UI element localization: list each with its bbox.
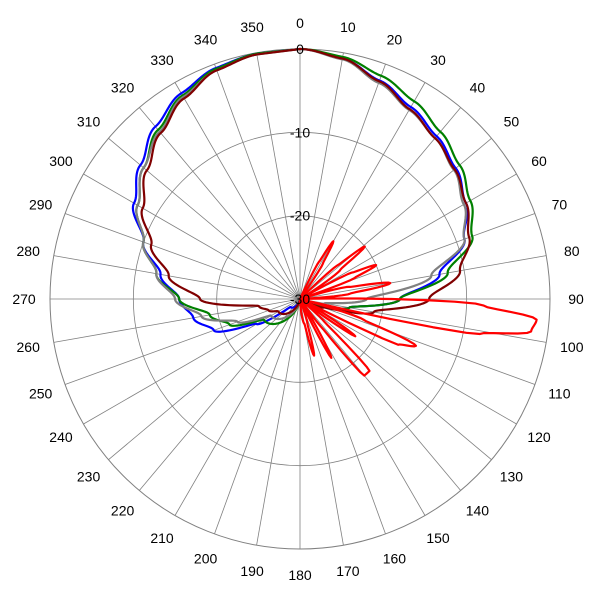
grid-spoke [299, 298, 517, 425]
angle-tick-label: 220 [111, 502, 135, 518]
angle-tick-label: 290 [29, 197, 53, 213]
grid-spoke [214, 63, 301, 300]
angle-tick-label: 250 [29, 385, 53, 401]
grid-spoke [214, 298, 301, 535]
grid-spoke [53, 255, 301, 300]
grid-ring [132, 131, 468, 467]
radial-tick-label: -10 [290, 124, 310, 140]
angle-tick-label: 260 [17, 339, 41, 355]
radial-tick-label: -20 [290, 208, 310, 224]
angle-tick-label: 80 [564, 243, 580, 259]
radial-tick-labels: 0 -10 -20 -30 [290, 41, 310, 307]
grid-spoke [299, 255, 547, 300]
grid-spoke [299, 173, 517, 300]
angle-tick-label: 70 [552, 197, 568, 213]
angle-tick-label: 10 [340, 19, 356, 35]
angle-tick-label: 20 [387, 32, 403, 48]
angle-tick-label: 130 [500, 468, 524, 484]
angle-tick-label: 210 [150, 530, 174, 546]
angle-tick-label: 60 [531, 153, 547, 169]
series-layer [131, 47, 538, 377]
angle-tick-label: 190 [240, 563, 264, 579]
grid-spoke [299, 298, 386, 535]
angle-tick-label: 140 [466, 502, 490, 518]
grid-spoke [299, 298, 462, 491]
angle-tick-label: 310 [77, 114, 101, 130]
angle-tick-label: 180 [288, 567, 312, 583]
grid-spoke [256, 52, 301, 300]
angle-tick-label: 150 [426, 530, 450, 546]
angle-tick-label: 350 [240, 19, 264, 35]
angle-tick-label: 50 [504, 114, 520, 130]
angle-tick-label: 30 [430, 52, 446, 68]
angle-tick-label: 170 [336, 563, 360, 579]
grid-spoke [64, 298, 301, 385]
angle-tick-label: 330 [150, 52, 174, 68]
radial-tick-label: 0 [296, 41, 304, 57]
grid-spoke [299, 298, 547, 343]
angle-tick-label: 270 [12, 291, 36, 307]
angle-tick-label: 320 [111, 80, 135, 96]
grid-spoke [299, 298, 536, 385]
angle-tick-label: 300 [49, 153, 73, 169]
polar-grid [49, 48, 551, 550]
angle-tick-label: 120 [527, 429, 551, 445]
angle-tick-label: 160 [383, 550, 407, 566]
angle-tick-labels: 0 10 20 30 40 50 60 70 80 90 100 110 120 130 140 150 160… [12, 15, 584, 583]
grid-spoke [64, 213, 301, 300]
angle-tick-label: 340 [194, 32, 218, 48]
grid-spoke [299, 82, 426, 300]
angle-tick-label: 230 [77, 468, 101, 484]
angle-tick-label: 200 [194, 550, 218, 566]
angle-tick-label: 100 [560, 339, 584, 355]
grid-spoke [299, 63, 386, 300]
grid-spoke [138, 298, 301, 491]
series-line-4 [140, 47, 471, 316]
grid-spoke [83, 173, 301, 300]
angle-tick-label: 0 [296, 15, 304, 31]
grid-spoke [299, 298, 492, 461]
grid-spoke [299, 107, 462, 300]
radial-tick-label: -30 [290, 291, 310, 307]
angle-tick-label: 40 [470, 80, 486, 96]
series-line-5 [298, 240, 538, 377]
grid-spoke [299, 52, 344, 300]
grid-spoke [138, 107, 301, 300]
angle-tick-label: 240 [49, 429, 73, 445]
grid-spoke [174, 298, 301, 516]
angle-tick-label: 280 [17, 243, 41, 259]
angle-tick-label: 110 [548, 385, 571, 401]
grid-spoke [174, 82, 301, 300]
grid-spoke [256, 298, 301, 546]
grid-spoke [108, 298, 301, 461]
grid-spoke [299, 298, 344, 546]
angle-tick-label: 90 [568, 291, 584, 307]
